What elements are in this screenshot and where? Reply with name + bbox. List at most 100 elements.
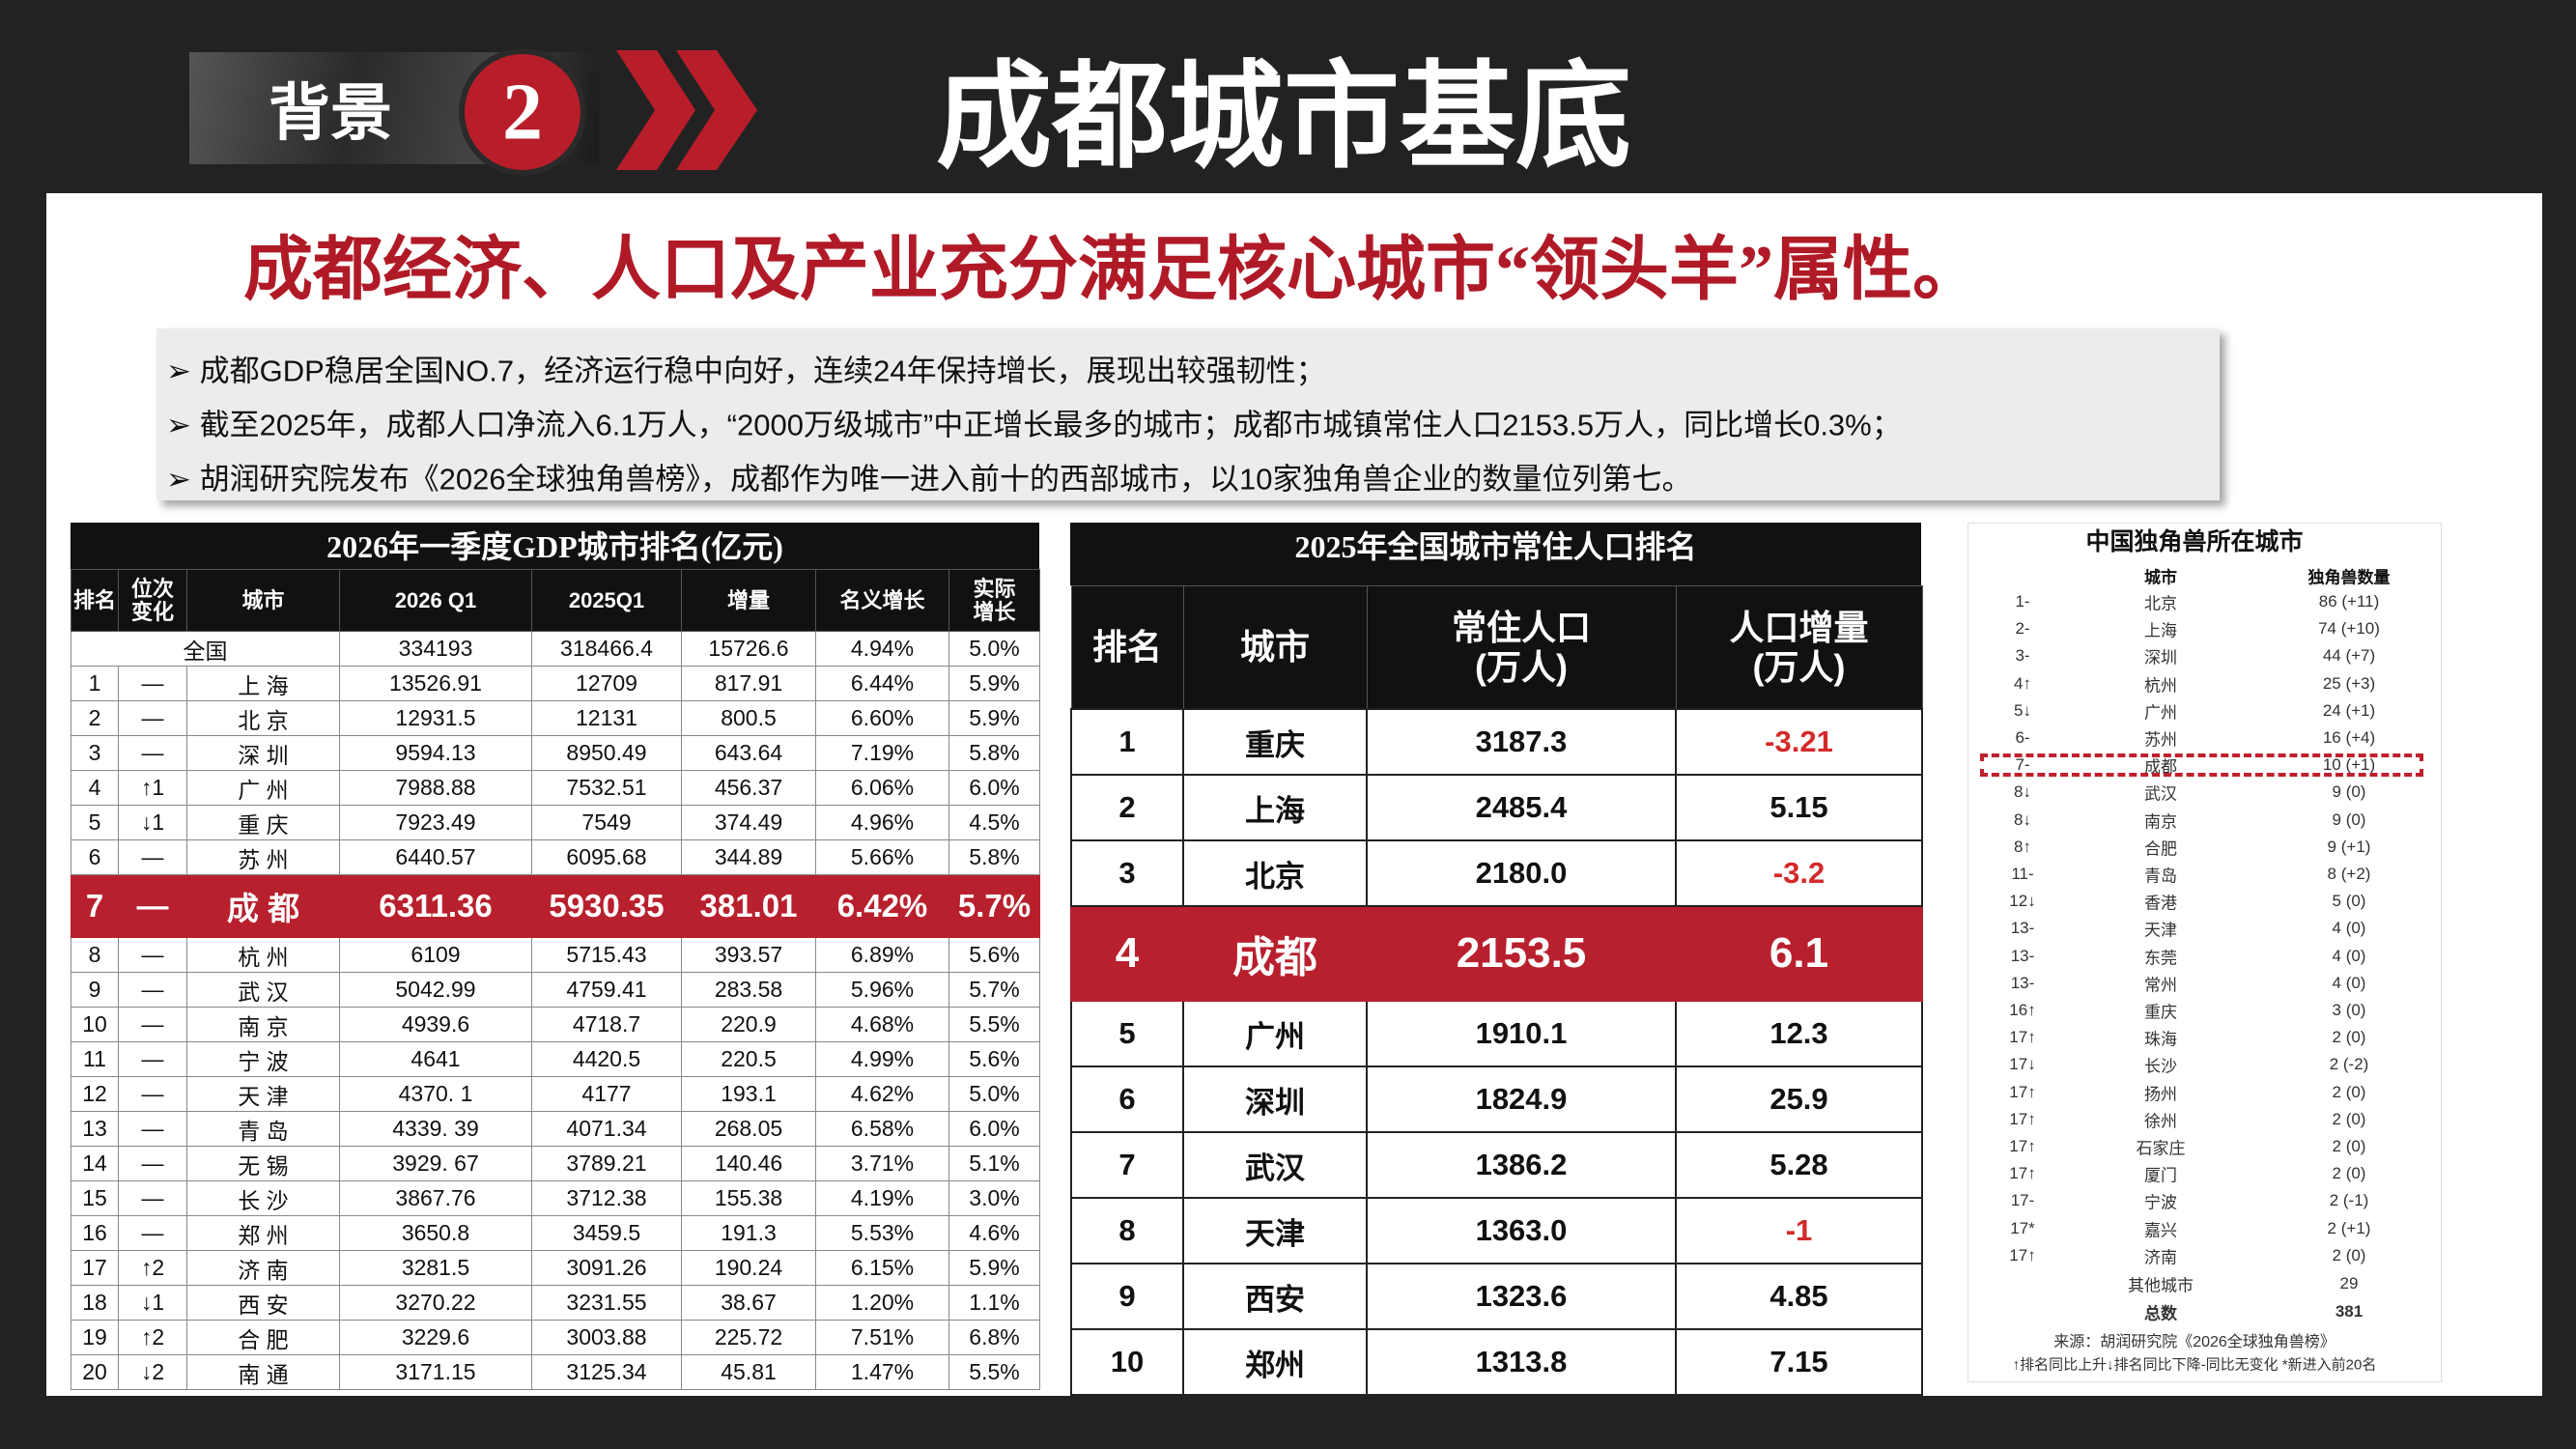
cell: 6.58% [815,1111,949,1147]
bullet: 胡润研究院发布《2026全球独角兽榜》，成都作为唯一进入前十的西部城市，以10家… [166,455,1692,498]
row: 6— 苏 州 6440.57 6095.68 344.89 5.66% 5.8% [71,839,1040,875]
cell: 5.5% [948,1007,1040,1042]
cell: 4718.7 [531,1007,682,1042]
cell: 合 肥 [186,1320,340,1355]
cell: ↑2 [118,1250,187,1286]
city: 北京 [2144,594,2177,613]
cell: 4.62% [815,1076,949,1112]
cell: 7923.49 [339,805,532,840]
row: 8— 杭 州 6109 5715.43 393.57 6.89% 5.6% [71,937,1040,973]
rank: 17↓ [2009,1055,2036,1074]
rank: 17↑ [2009,1245,2036,1264]
cell: 9 [71,972,119,1008]
cell: 6.89% [815,937,949,973]
header-cell: 城市 [1182,585,1368,710]
cell: — [118,937,187,973]
cell: 重 庆 [186,805,340,840]
cell: 6095.68 [531,839,682,875]
cell: 5.9% [948,1250,1040,1286]
cell: 1313.8 [1366,1328,1677,1396]
cell: 成 都 [186,874,340,938]
cell: 4.99% [815,1041,949,1077]
cell: 10 [1070,1328,1184,1396]
cell: 8950.49 [531,735,682,771]
count: 4 (0) [2332,973,2366,992]
cell: 25.9 [1675,1065,1923,1133]
count: 25 (+3) [2322,673,2376,693]
city: 上海 [2144,621,2177,640]
cell: 重庆 [1182,708,1368,776]
count: 4 (0) [2332,946,2366,965]
count: 86 (+11) [2318,592,2380,611]
cell: 12709 [531,666,682,701]
cell: — [118,700,187,736]
population-table: 2025年全国城市常住人口排名 排名 城市 常住人口 (万人) 人口增量 (万人) 1 重庆… [1070,523,1923,1396]
cell: 长 沙 [186,1180,340,1216]
rank: 8↓ [2014,810,2031,829]
cell: 4.6% [948,1215,1040,1251]
gdp-table: 2026年一季度GDP城市排名(亿元) 排名 位次 变化 城市 2026 Q1 2025Q… [71,523,1040,1390]
rank: 16↑ [2009,1001,2036,1019]
cell: 西 安 [186,1285,340,1321]
cell: 青 岛 [186,1111,340,1147]
cell: 344.89 [681,839,816,875]
header-cell: 增量 [681,569,816,632]
city: 成都 [2144,757,2177,777]
cell: 5 [71,805,119,840]
cell: ↓2 [118,1354,187,1390]
city: 常州 [2144,976,2177,995]
cell: 13 [71,1111,119,1147]
cell: 成都 [1182,905,1368,1002]
cell: 18 [71,1285,119,1321]
rank: 7- [2015,755,2030,775]
row: 10 郑州 1313.8 7.15 [1070,1328,1923,1396]
cell: 5.9% [948,700,1040,736]
row: 1— 上 海 13526.91 12709 817.91 6.44% 5.9% [71,666,1040,701]
row: 18 ↓1 西 安 3270.22 3231.55 38.67 1.20% 1.1% [71,1285,1040,1321]
table: 排名 城市 常住人口 (万人) 人口增量 (万人) 1 重庆 3187.3 -3.21 2 上海 2… [1070,585,1923,1396]
cell: 191.3 [681,1215,816,1251]
cell: 5.53% [815,1215,949,1251]
cell: 4370. 1 [339,1076,532,1112]
city: 扬州 [2144,1085,2177,1104]
cell: 6 [1070,1065,1184,1133]
cell: 4.96% [815,805,949,840]
city: 武汉 [2144,784,2177,804]
header-cell: 2025Q1 [531,569,682,632]
cell: — [118,735,187,771]
cell: 1323.6 [1366,1263,1677,1330]
cell: 6109 [339,937,532,973]
cell: 5.7% [948,972,1040,1008]
cell: 3.0% [948,1180,1040,1216]
header-cell: 排名 [71,569,119,632]
count: 16 (+4) [2322,728,2376,747]
count: 2 (0) [2332,1109,2366,1128]
cell: 220.9 [681,1007,816,1042]
cell: 南 通 [186,1354,340,1390]
note: ↑排名同比上升↓排名同比下降-同比无变化 *新进入前20名 [2012,1356,2377,1374]
cell: 38.67 [681,1285,816,1321]
count: 24 (+1) [2322,700,2376,720]
cell: 广 州 [186,770,340,806]
cell: 3231.55 [531,1285,682,1321]
city: 南京 [2144,812,2177,832]
cell: 1.1% [948,1285,1040,1321]
city: 徐州 [2144,1112,2177,1131]
city: 厦门 [2144,1166,2177,1185]
cell: 12 [71,1076,119,1112]
cell: 5.8% [948,735,1040,771]
count: 2 (0) [2332,1137,2366,1155]
cell: 6440.57 [339,839,532,875]
cell: 800.5 [681,700,816,736]
cell: 381.01 [681,874,816,938]
row: 3— 深 圳 9594.13 8950.49 643.64 7.19% 5.8% [71,735,1040,771]
count: 2 (-1) [2329,1191,2369,1210]
count: 44 (+7) [2322,646,2376,666]
table-title: 2026年一季度GDP城市排名(亿元) [71,523,1039,569]
rank: 1- [2015,592,2030,611]
city: 重庆 [2144,1003,2177,1022]
cell: 20 [71,1354,119,1390]
cell: — [118,1180,187,1216]
cell: 杭 州 [186,937,340,973]
cell: 5 [1070,1000,1184,1067]
